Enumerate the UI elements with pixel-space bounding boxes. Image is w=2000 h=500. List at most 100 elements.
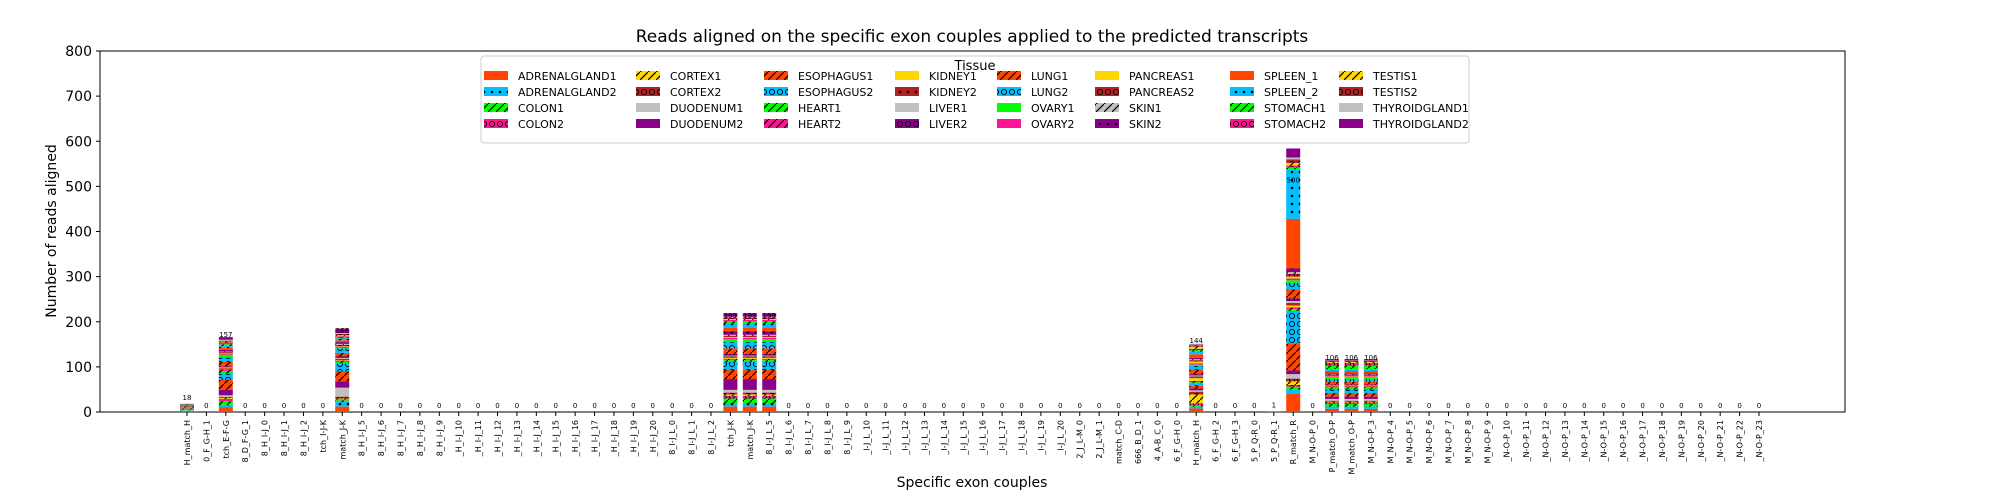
bar-segment [1344,400,1359,402]
bar-segment [742,324,757,328]
bar-segment [1325,375,1340,377]
legend-label: SKIN2 [1129,118,1162,131]
legend-label: THYROIDGLAND2 [1372,118,1469,131]
legend-label: LUNG1 [1031,70,1068,83]
x-tick-label: M_N-O-P_4 [1386,420,1395,463]
bar-segment [335,346,350,347]
bar-segment [218,366,233,368]
bar-segment [1189,346,1204,349]
x-tick-label: tch_I-J-K [319,419,328,452]
bar-segment [1363,359,1378,361]
bar-segment [1344,374,1359,376]
legend-label: CORTEX1 [670,70,721,83]
x-tick-label: _N-O-P_10 [1503,420,1512,463]
legend-label: ADRENALGLAND1 [518,70,617,83]
x-tick-label: 8_D_F-G_1 [241,420,250,462]
bar-segment [1344,385,1359,387]
bar-segment [1363,386,1378,388]
bar-segment [1344,359,1359,361]
bar-total-label: 0 [1407,402,1411,410]
bar-segment [1363,393,1378,397]
bar-segment [1189,365,1204,370]
bar-segment [1344,381,1359,385]
bar-segment [1286,157,1301,160]
bar-segment [762,360,777,362]
bar-segment [742,321,757,325]
bar-segment [742,358,757,361]
bar-segment [1325,396,1340,399]
x-tick-label: _N-O-P_18 [1658,420,1667,463]
bar-segment [1189,378,1204,381]
bar-total-label: 0 [495,402,499,410]
bar-segment [335,381,350,388]
bar-segment [723,317,738,320]
bar-total-label: 0 [903,402,907,410]
bar-segment [180,404,194,405]
bar-segment [335,344,350,347]
bar-total-label: 0 [1699,402,1703,410]
bar-segment [723,316,738,318]
bar-segment [1286,343,1301,371]
bar-segment [762,402,777,407]
bar-total-label: 0 [1039,402,1043,410]
bar-segment [1189,345,1204,347]
bar-total-label: 0 [651,402,655,410]
x-axis-label: Specific exon couples [897,475,1048,491]
x-tick-label: 8_H_I-J_5 [358,420,367,456]
bar-total-label: 0 [554,402,558,410]
bar-total-label: 0 [612,402,616,410]
legend-swatch [636,119,660,128]
legend-label: KIDNEY2 [929,86,977,99]
bar-segment [723,331,738,335]
x-tick-label: 6_F_G-H_3 [1231,420,1240,462]
bar-segment [180,404,194,406]
x-tick-label: M_N-O-P_8 [1464,420,1473,463]
y-tick-label: 500 [65,179,92,195]
bar-segment [1286,169,1301,219]
y-tick-label: 300 [65,270,92,286]
bar-segment [742,339,757,343]
bar-segment [1325,385,1340,386]
legend-label: LUNG2 [1031,86,1068,99]
bar-segment [742,398,757,403]
legend-label: HEART2 [798,118,841,131]
bar-segment [180,405,194,407]
x-tick-label: 6_F_G-H_2 [1212,420,1221,462]
y-tick-label: 200 [65,315,92,331]
legend-swatch [636,87,660,96]
bar-segment [723,356,738,358]
bar-segment [1363,396,1378,399]
bar-segment [762,319,777,322]
bar-total-label: 0 [592,402,596,410]
x-tick-label: 8_H_I-J_2 [299,420,308,456]
bar-segment [1286,276,1301,279]
bar-total-label: 0 [942,402,946,410]
x-tick-label: tch_E-F-G [222,420,231,459]
bar-segment [742,327,757,332]
bar-segment [218,357,233,362]
bar-segment [218,398,233,402]
bar-total-label: 0 [883,402,887,410]
legend-swatch [1095,87,1119,96]
bar-segment [218,361,233,367]
legend-swatch [636,103,660,112]
legend-swatch [484,103,508,112]
bar-segment [335,328,350,334]
bar-total-label: 0 [1563,402,1567,410]
bar-segment [218,353,233,355]
bar-segment [335,352,350,357]
bar-segment [1189,363,1204,365]
legend-swatch [997,119,1021,128]
bar-segment [723,370,738,380]
bar-segment [218,367,233,369]
legend-swatch [764,119,788,128]
legend-swatch [895,119,919,128]
legend-swatch [997,87,1021,96]
bar-segment [1189,360,1204,362]
bar-segment [723,335,738,338]
bar-segment [742,394,757,396]
bar-segment [742,334,757,336]
bar-segment [1363,385,1378,387]
legend-label: DUODENUM2 [670,118,743,131]
